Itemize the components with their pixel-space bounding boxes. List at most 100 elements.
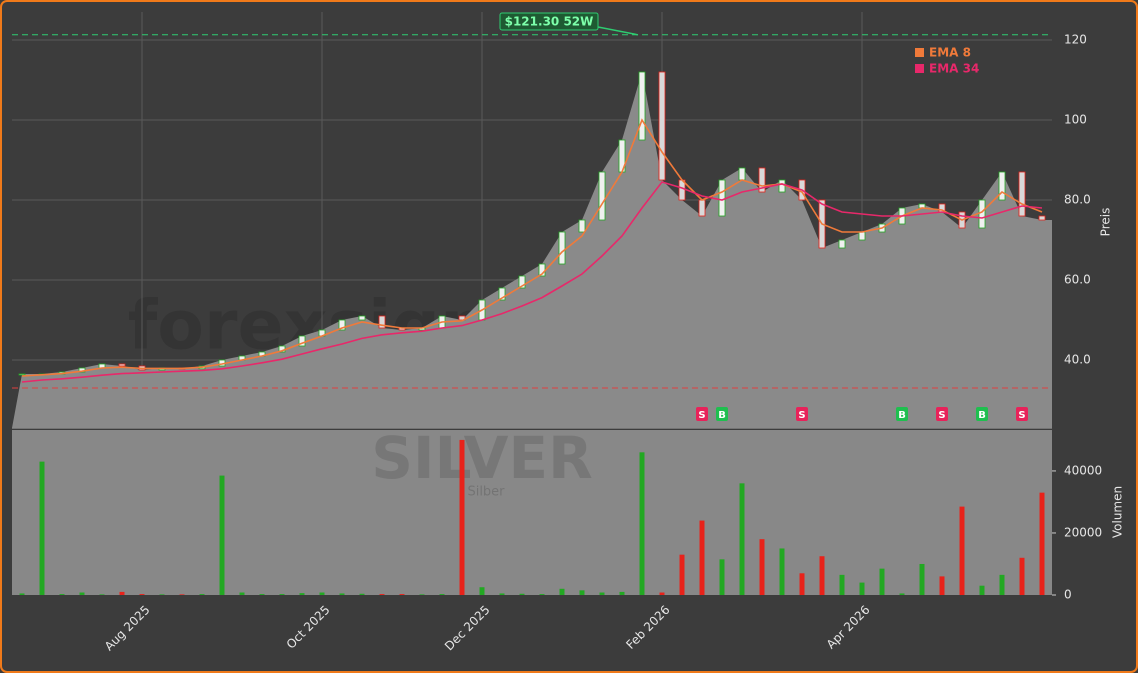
symbol-name: Silber — [467, 485, 505, 500]
y2-axis-label: Volumen — [1111, 486, 1125, 538]
volume-bar — [739, 483, 745, 595]
signal-label: S — [698, 410, 705, 421]
volume-bar — [799, 573, 805, 595]
volume-bar — [579, 590, 585, 595]
volume-bar — [1019, 557, 1025, 595]
ema-line — [21, 181, 1043, 383]
candle — [858, 231, 866, 241]
volume-bar — [699, 520, 705, 595]
volume-bar — [259, 594, 265, 595]
signal-badge — [796, 407, 808, 421]
volume-bar — [239, 592, 245, 595]
y-axis-label: Preis — [1099, 208, 1113, 237]
volume-bar — [919, 563, 925, 595]
candle — [698, 199, 706, 217]
volume-bar — [459, 439, 465, 595]
volume-bar — [719, 559, 725, 595]
signal-label: S — [798, 410, 805, 421]
volume-bar — [439, 594, 445, 595]
high-arrow — [597, 26, 639, 36]
volume-bar — [399, 594, 405, 595]
legend-label: EMA 8 — [929, 46, 971, 60]
volume-bar — [499, 593, 505, 595]
signal-label: B — [898, 410, 906, 421]
candle — [978, 199, 986, 229]
volume-bar — [659, 592, 665, 595]
price-area — [12, 72, 1052, 428]
high-label-box — [499, 12, 599, 31]
signal-badge — [896, 407, 908, 421]
candle — [18, 373, 26, 376]
signal-badge — [976, 407, 988, 421]
y-tick-label: 80.0 — [1064, 193, 1091, 207]
candle — [738, 167, 746, 181]
volume-bar — [959, 506, 965, 595]
volume-bar — [139, 594, 145, 595]
volume-bar — [39, 461, 45, 595]
volume-bar — [319, 592, 325, 595]
volume-bar — [979, 585, 985, 595]
candle — [578, 219, 586, 233]
candle — [498, 287, 506, 301]
volume-bar — [379, 594, 385, 595]
volume-panel — [12, 430, 1052, 595]
candle — [1038, 215, 1046, 221]
symbol-watermark: SILVER — [371, 424, 593, 492]
volume-bar — [99, 594, 105, 595]
volume-bar — [839, 574, 845, 595]
signal-badge — [936, 407, 948, 421]
candle — [598, 171, 606, 221]
signal-label: S — [1018, 410, 1025, 421]
volume-bar — [179, 594, 185, 595]
volume-bar — [939, 576, 945, 595]
signal-label: B — [718, 410, 726, 421]
y2-tick-label: 20000 — [1064, 525, 1102, 539]
volume-bar — [899, 593, 905, 595]
volume-bar — [419, 594, 425, 595]
volume-bar — [199, 594, 205, 595]
volume-bar — [219, 475, 225, 595]
volume-bar — [859, 582, 865, 595]
volume-bar — [19, 593, 25, 595]
candle — [658, 71, 666, 181]
volume-bar — [619, 591, 625, 595]
y-tick-label: 100 — [1064, 113, 1087, 127]
signal-label: S — [938, 410, 945, 421]
volume-bar — [119, 591, 125, 595]
candle — [378, 315, 386, 329]
candle — [998, 171, 1006, 201]
candle — [638, 71, 646, 141]
candle — [558, 231, 566, 265]
volume-bar — [339, 593, 345, 595]
candle — [718, 179, 726, 217]
signal-badge — [696, 407, 708, 421]
volume-bar — [539, 594, 545, 595]
ema-line — [21, 118, 1043, 377]
volume-bar — [559, 588, 565, 595]
volume-bar — [759, 539, 765, 595]
volume-bar — [599, 592, 605, 595]
volume-bar — [79, 592, 85, 595]
candle — [838, 239, 846, 249]
signal-badge — [1016, 407, 1028, 421]
volume-bar — [519, 593, 525, 595]
signal-label: B — [978, 410, 986, 421]
candle — [758, 167, 766, 193]
candle — [778, 179, 786, 193]
y2-tick-label: 40000 — [1064, 463, 1102, 477]
volume-bar — [359, 593, 365, 595]
volume-bar — [479, 587, 485, 595]
volume-bar — [819, 556, 825, 595]
volume-bar — [999, 574, 1005, 595]
volume-bar — [59, 594, 65, 595]
candle — [338, 319, 346, 331]
y2-tick-label: 0 — [1064, 588, 1072, 602]
y-tick-label: 60.0 — [1064, 273, 1091, 287]
volume-bar — [679, 554, 685, 595]
candle — [118, 363, 126, 367]
candle — [518, 275, 526, 289]
signal-badge — [716, 407, 728, 421]
legend-swatch — [915, 64, 924, 73]
candle — [358, 315, 366, 321]
